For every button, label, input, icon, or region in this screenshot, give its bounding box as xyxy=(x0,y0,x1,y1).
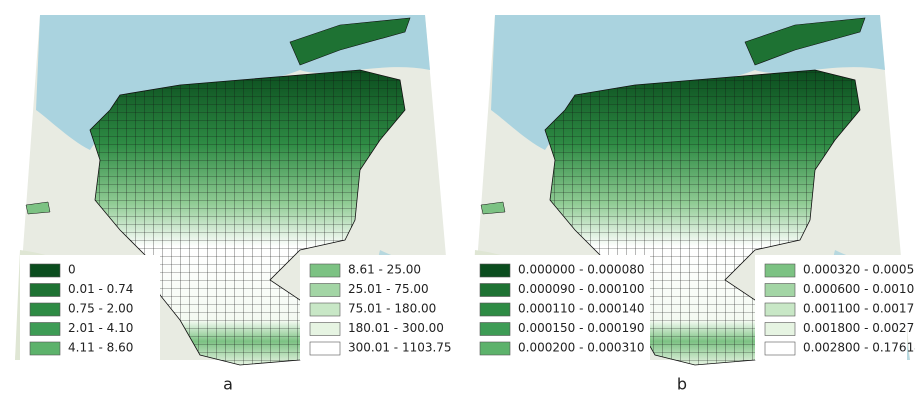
legend-swatch xyxy=(764,341,796,356)
legend-label: 0.000000 - 0.000080 xyxy=(518,263,644,277)
legend-swatch xyxy=(479,341,511,356)
legend-label: 4.11 - 8.60 xyxy=(68,341,133,355)
legend-label: 0.75 - 2.00 xyxy=(68,302,133,316)
legend-swatch xyxy=(29,263,61,278)
legend-label: 75.01 - 180.00 xyxy=(348,302,436,316)
legend-swatch xyxy=(309,341,341,356)
legend-swatch xyxy=(29,302,61,317)
legend-label: 2.01 - 4.10 xyxy=(68,321,133,335)
legends: 0 0.01 - 0.74 0.75 - 2.00 2.01 - 4.10 4.11 -… xyxy=(20,255,915,394)
legend-swatch xyxy=(309,283,341,297)
legend-label: 0.001100 - 0.001790 xyxy=(803,302,915,316)
legend-swatch xyxy=(309,322,341,336)
legend-swatch xyxy=(29,322,61,336)
legend-swatch xyxy=(309,302,341,317)
legend-label: 0.000200 - 0.000310 xyxy=(518,341,644,355)
panel-label: a xyxy=(223,375,233,394)
legend-label: 0.000090 - 0.000100 xyxy=(518,282,644,296)
legend-swatch xyxy=(309,263,341,278)
legend-swatch xyxy=(479,283,511,297)
panel-label: b xyxy=(677,375,687,394)
legend-label: 180.01 - 300.00 xyxy=(348,321,444,335)
legend-label: 0.000320 - 0.000590 xyxy=(803,263,915,277)
legend-label: 300.01 - 1103.75 xyxy=(348,341,452,355)
legend-swatch xyxy=(764,263,796,278)
legend-swatch xyxy=(479,263,511,278)
legend-label: 25.01 - 75.00 xyxy=(348,282,429,296)
legend-swatch xyxy=(479,302,511,317)
legend-label: 0.000600 - 0.001090 xyxy=(803,282,915,296)
legend-label: 0.002800 - 0.176140 xyxy=(803,341,915,355)
legend-label: 0.001800 - 0.002790 xyxy=(803,321,915,335)
legend-swatch xyxy=(764,322,796,336)
legend-label: 0.000150 - 0.000190 xyxy=(518,321,644,335)
legend-swatch xyxy=(29,283,61,297)
legend-label: 0.000110 - 0.000140 xyxy=(518,302,644,316)
legend-swatch xyxy=(479,322,511,336)
legend-swatch xyxy=(764,283,796,297)
legend-swatch xyxy=(29,341,61,356)
legend-label: 8.61 - 25.00 xyxy=(348,263,421,277)
legend-swatch xyxy=(764,302,796,317)
legend-label: 0 xyxy=(68,263,76,277)
legend-label: 0.01 - 0.74 xyxy=(68,282,133,296)
